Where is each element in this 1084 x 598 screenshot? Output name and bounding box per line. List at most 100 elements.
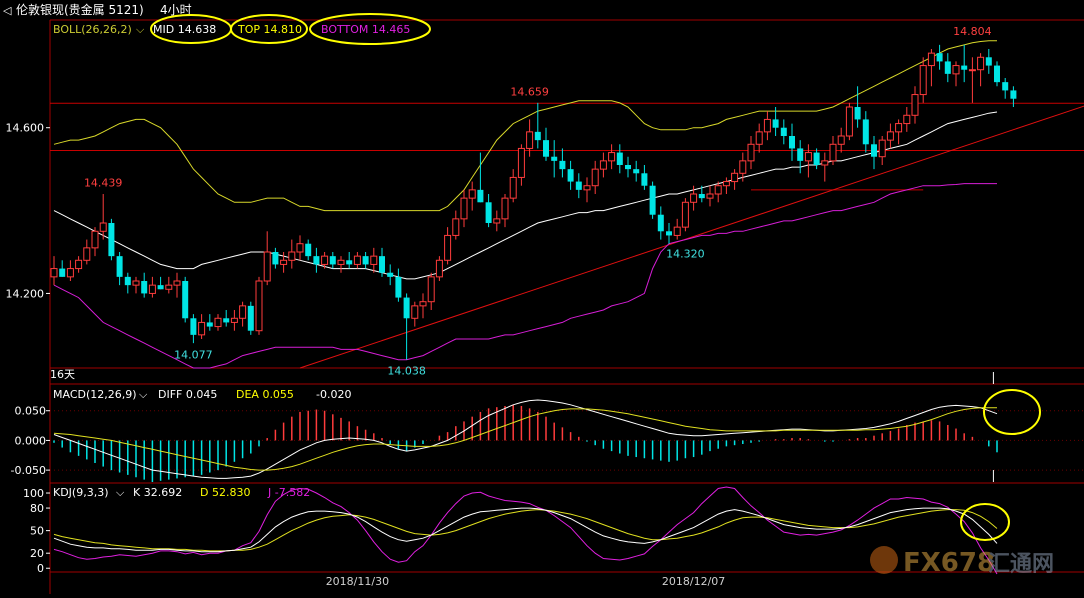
candle-body <box>928 53 934 65</box>
candle-body <box>682 202 688 227</box>
boll-indicator-label[interactable]: BOLL(26,26,2) <box>53 23 132 36</box>
candle-body <box>830 144 836 161</box>
chevron-left-icon[interactable]: ◁ <box>3 4 12 17</box>
candle-body <box>125 277 131 285</box>
candle-body <box>879 140 885 157</box>
candle-body <box>871 144 877 156</box>
candle-body <box>609 153 615 161</box>
days-label: 16天 <box>50 368 75 381</box>
candle-body <box>641 173 647 185</box>
macd-indicator-label[interactable]: MACD(12,26,9) <box>53 388 137 401</box>
macd-diff-value: DIFF 0.045 <box>158 388 217 401</box>
kdj-k-value: K 32.692 <box>133 486 182 499</box>
candle-body <box>297 244 303 252</box>
candle <box>248 302 254 335</box>
candle-body <box>592 169 598 186</box>
price-extreme-label: 14.659 <box>510 85 549 98</box>
candle-body <box>863 119 869 144</box>
candle-body <box>945 61 951 73</box>
candle-body <box>240 306 246 318</box>
price-extreme-label: 14.038 <box>387 365 426 378</box>
candle-body <box>313 256 319 264</box>
candle-body <box>633 169 639 173</box>
candle-body <box>166 285 172 289</box>
candle-body <box>518 148 524 177</box>
candle-body <box>961 66 967 70</box>
kdj-y-tick-label: 80 <box>30 502 44 515</box>
candle-body <box>1002 82 1008 90</box>
candle-body <box>387 273 393 277</box>
candle-body <box>559 161 565 169</box>
candle-body <box>764 119 770 131</box>
watermark-text-cn: 汇通网 <box>988 552 1054 577</box>
candle-body <box>395 277 401 298</box>
candle-body <box>805 153 811 161</box>
candle-body <box>658 215 664 232</box>
candle-body <box>379 256 385 273</box>
candle <box>108 219 114 260</box>
candle-body <box>363 256 369 264</box>
candle-body <box>855 107 861 119</box>
candle-body <box>543 140 549 157</box>
candle-body <box>117 256 123 277</box>
instrument-title: 伦敦银现(贵金属 5121) <box>16 2 144 17</box>
candle-body <box>814 153 820 165</box>
candle <box>846 103 852 140</box>
candle-body <box>67 269 73 277</box>
candle-body <box>322 256 328 264</box>
boll-top-value: TOP 14.810 <box>237 23 302 36</box>
candle-body <box>584 186 590 190</box>
candle <box>436 256 442 281</box>
candle-body <box>199 322 205 334</box>
candle-body <box>551 157 557 161</box>
candle-body <box>436 260 442 277</box>
kdj-indicator-label[interactable]: KDJ(9,3,3) <box>53 486 109 499</box>
candle-body <box>502 198 508 219</box>
price-extreme-label: 14.439 <box>84 176 123 189</box>
boll-dropdown-icon[interactable]: ⌵ <box>136 23 145 36</box>
candle-body <box>715 186 721 194</box>
kdj-y-tick-label: 100 <box>23 487 44 500</box>
candle-body <box>281 260 287 264</box>
candle-body <box>141 281 147 293</box>
candle-body <box>494 219 500 223</box>
candle-body <box>748 144 754 161</box>
candle-body <box>215 318 221 326</box>
candle-body <box>732 173 738 181</box>
candle-body <box>190 318 196 335</box>
candle-body <box>248 306 254 331</box>
candle-body <box>953 66 959 74</box>
watermark-text: FX678 <box>903 548 995 578</box>
candle-body <box>223 318 229 322</box>
candle-body <box>617 153 623 165</box>
candle <box>256 277 262 335</box>
price-extreme-label: 14.804 <box>953 25 992 38</box>
kdj-d-value: D 52.830 <box>200 486 250 499</box>
candle-body <box>84 248 90 260</box>
candle-body <box>100 223 106 231</box>
candle-body <box>404 298 410 319</box>
candle-body <box>789 136 795 148</box>
candle-body <box>59 269 65 277</box>
candle-body <box>846 107 852 136</box>
candle-body <box>666 231 672 235</box>
y-tick-label: 14.600 <box>6 122 45 135</box>
candle-body <box>699 194 705 198</box>
candle-body <box>76 260 82 268</box>
candle-body <box>174 281 180 285</box>
candle-body <box>354 256 360 264</box>
candle-body <box>158 285 164 289</box>
kdj-dropdown-icon[interactable]: ⌵ <box>116 486 125 499</box>
macd-histogram-value: -0.020 <box>316 388 351 401</box>
candle-body <box>797 148 803 160</box>
candle-body <box>445 235 451 260</box>
candle-body <box>264 252 270 281</box>
candle-body <box>256 281 262 331</box>
boll-mid-value: MID 14.638 <box>153 23 216 36</box>
candle-body <box>838 136 844 144</box>
candle-body <box>740 161 746 173</box>
macd-dropdown-icon[interactable]: ⌵ <box>139 388 148 401</box>
candle-body <box>723 182 729 186</box>
candle-body <box>346 260 352 264</box>
candle-body <box>625 165 631 169</box>
